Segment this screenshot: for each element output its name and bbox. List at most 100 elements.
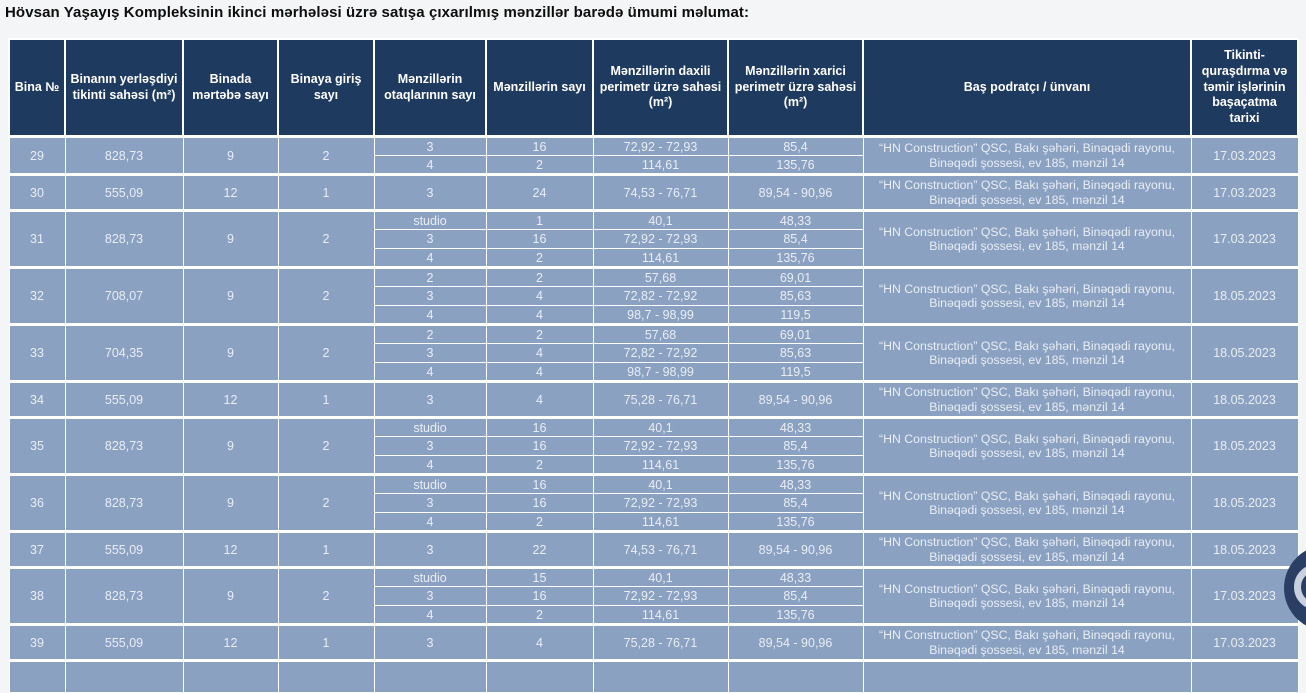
cell-outer-area: 89,54 - 90,96	[727, 173, 864, 211]
cell-inner-area: 72,92 - 72,93	[592, 586, 729, 606]
cell-contractor: “HN Construction” QSC, Bakı şəhəri, Binə…	[862, 416, 1192, 475]
cell-apartment-count: 2	[485, 266, 594, 287]
cell-entrances: 2	[277, 566, 375, 625]
cell-area: 708,07	[64, 266, 184, 325]
cell-apartment-count: 24	[485, 173, 594, 211]
cell-room-count: 3	[373, 286, 487, 306]
cell-date: 18.05.2023	[1190, 380, 1299, 418]
cell-contractor: “HN Construction” QSC, Bakı şəhəri, Binə…	[862, 380, 1192, 418]
cell-inner-area: 57,68	[592, 323, 729, 344]
cell-date: 17.03.2023	[1190, 135, 1299, 175]
cell-outer-area: 135,76	[727, 605, 864, 625]
cell-empty	[373, 659, 487, 693]
table-row-bina-39: 39 555,09 12 1 3 4 75,28 - 76,71 89,54 - 90,96 “…	[8, 623, 1299, 661]
cell-room-count: 3	[373, 436, 487, 456]
cell-apartment-count: 16	[485, 473, 594, 494]
cell-apartment-count: 16	[485, 416, 594, 437]
table-body: 29 828,73 9 2 3 16 72,92 - 72,93 85,4 “HN Constr…	[8, 135, 1299, 693]
cell-inner-area: 72,92 - 72,93	[592, 436, 729, 456]
table-row-bina-31: 4 2 114,61 135,76	[9, 248, 1298, 268]
cell-date: 18.05.2023	[1190, 473, 1299, 532]
cell-date: 17.03.2023	[1190, 173, 1299, 211]
cell-inner-area: 40,1	[592, 473, 729, 494]
table-header: Bina № Binanın yerləşdiyi tikinti sahəsi …	[8, 38, 1299, 138]
column-header-10: Tikinti-quraşdırma və təmir işlərinin ba…	[1190, 38, 1299, 138]
cell-date: 17.03.2023	[1190, 623, 1299, 661]
cell-entrances: 2	[277, 323, 375, 382]
cell-apartment-count: 4	[485, 362, 594, 382]
cell-entrances: 1	[277, 623, 375, 661]
table-row-bina-31: 3 16 72,92 - 72,93 85,4	[9, 229, 1298, 249]
cell-inner-area: 74,53 - 76,71	[592, 173, 729, 211]
cell-area: 828,73	[64, 135, 184, 175]
cell-room-count: 3	[373, 586, 487, 606]
table-row-bina-36: 4 2 114,61 135,76	[9, 512, 1298, 532]
cell-inner-area: 98,7 - 98,99	[592, 305, 729, 325]
cell-empty	[1190, 659, 1299, 693]
table-row-bina-35: 35 828,73 9 2 studio 16 40,1 48,33 “HN Construct…	[8, 416, 1299, 475]
cell-room-count: 2	[373, 266, 487, 287]
cell-outer-area: 69,01	[727, 323, 864, 344]
cell-apartment-count: 2	[485, 605, 594, 625]
cell-date: 18.05.2023	[1190, 323, 1299, 382]
cell-apartment-count: 4	[485, 380, 594, 418]
cell-contractor: “HN Construction” QSC, Bakı şəhəri, Binə…	[862, 266, 1192, 325]
cell-empty	[862, 659, 1192, 693]
cell-room-count: 4	[373, 605, 487, 625]
column-header-4: Binaya giriş sayı	[277, 38, 375, 138]
cell-area: 828,73	[64, 473, 184, 532]
cell-inner-area: 40,1	[592, 566, 729, 587]
cell-room-count: 3	[373, 173, 487, 211]
cell-bina-no: 30	[8, 173, 66, 211]
column-header-3: Binada mərtəbə sayı	[182, 38, 279, 138]
cell-bina-no: 32	[8, 266, 66, 325]
cell-floors: 9	[182, 566, 279, 625]
cell-floors: 12	[182, 623, 279, 661]
cell-empty	[64, 659, 184, 693]
cell-apartment-count: 4	[485, 343, 594, 363]
cell-inner-area: 40,1	[592, 416, 729, 437]
cell-room-count: 4	[373, 155, 487, 175]
cell-apartment-count: 2	[485, 155, 594, 175]
cell-date: 17.03.2023	[1190, 209, 1299, 268]
cell-outer-area: 89,54 - 90,96	[727, 530, 864, 568]
cell-outer-area: 85,63	[727, 286, 864, 306]
cell-outer-area: 69,01	[727, 266, 864, 287]
cell-outer-area: 85,4	[727, 493, 864, 513]
table-row-bina-34: 34 555,09 12 1 3 4 75,28 - 76,71 89,54 - 90,96 “…	[8, 380, 1299, 418]
cell-empty	[182, 659, 279, 693]
cell-contractor: “HN Construction” QSC, Bakı şəhəri, Binə…	[862, 173, 1192, 211]
cell-empty	[592, 659, 729, 693]
cell-area: 555,09	[64, 380, 184, 418]
cell-apartment-count: 22	[485, 530, 594, 568]
cell-inner-area: 114,61	[592, 455, 729, 475]
cell-outer-area: 135,76	[727, 455, 864, 475]
cell-room-count: 4	[373, 455, 487, 475]
cell-floors: 12	[182, 530, 279, 568]
cell-outer-area: 135,76	[727, 155, 864, 175]
cell-bina-no: 36	[8, 473, 66, 532]
cell-room-count: 3	[373, 343, 487, 363]
cell-room-count: studio	[373, 209, 487, 230]
cell-room-count: 4	[373, 248, 487, 268]
table-row-bina-30: 30 555,09 12 1 3 24 74,53 - 76,71 89,54 - 90,96…	[8, 173, 1299, 211]
cell-room-count: 3	[373, 229, 487, 249]
cell-outer-area: 48,33	[727, 473, 864, 494]
cell-area: 828,73	[64, 566, 184, 625]
cell-area: 704,35	[64, 323, 184, 382]
cell-apartment-count: 16	[485, 493, 594, 513]
cell-inner-area: 98,7 - 98,99	[592, 362, 729, 382]
cell-entrances: 2	[277, 209, 375, 268]
cell-inner-area: 114,61	[592, 155, 729, 175]
page-title: Hövsan Yaşayış Kompleksinin ikinci mərhə…	[5, 4, 750, 21]
column-header-1: Bina №	[8, 38, 66, 138]
cell-outer-area: 85,4	[727, 135, 864, 156]
cell-apartment-count: 2	[485, 323, 594, 344]
cell-room-count: 2	[373, 323, 487, 344]
cell-area: 555,09	[64, 530, 184, 568]
cell-inner-area: 57,68	[592, 266, 729, 287]
cell-inner-area: 114,61	[592, 248, 729, 268]
cell-bina-no: 39	[8, 623, 66, 661]
cell-bina-no: 35	[8, 416, 66, 475]
table-row-bina-32: 32 708,07 9 2 2 2 57,68 69,01 “HN Construction” …	[8, 266, 1299, 325]
